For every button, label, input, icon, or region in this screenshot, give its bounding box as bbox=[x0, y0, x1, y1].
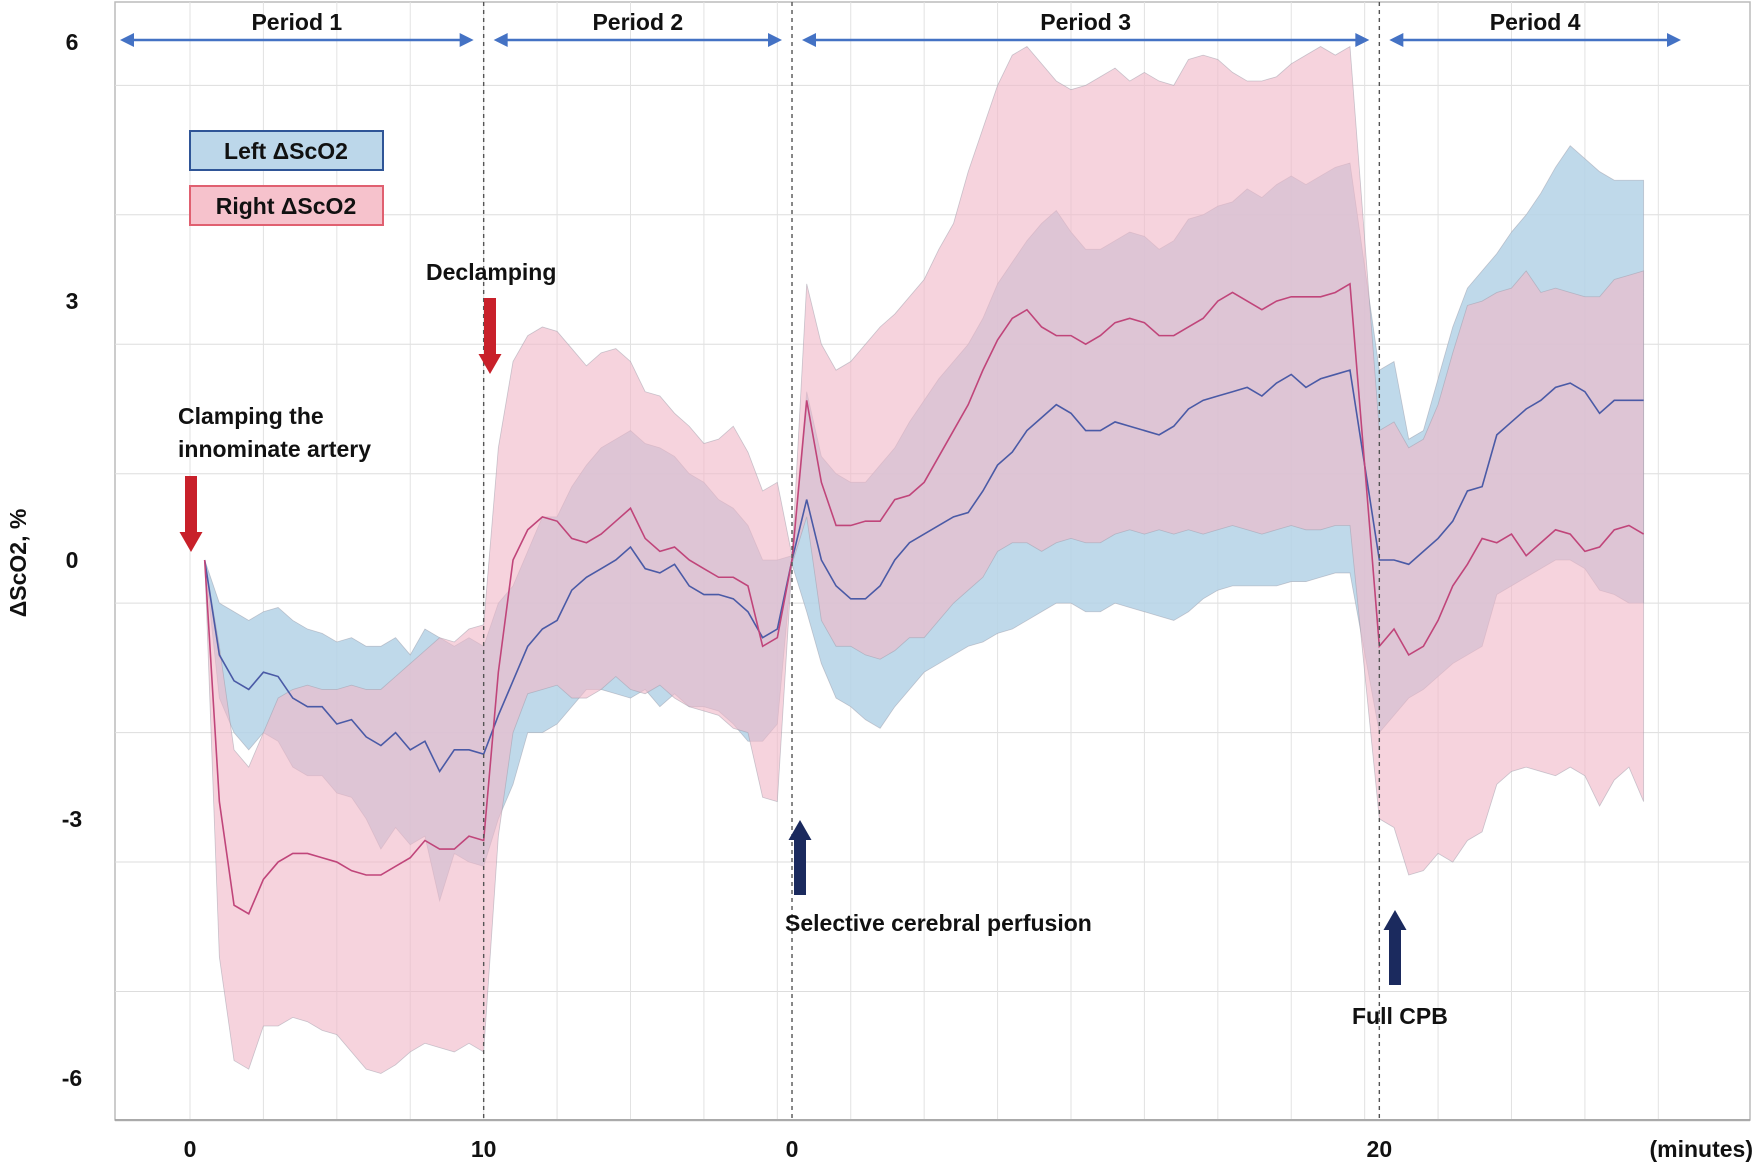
mean-line-left bbox=[203, 369, 1644, 774]
y-tick-label: -6 bbox=[62, 1065, 82, 1091]
period-arrow-head-right bbox=[459, 33, 474, 47]
confidence-bands bbox=[204, 45, 1645, 1074]
event-label: innominate artery bbox=[178, 436, 371, 462]
y-tick-label: 3 bbox=[66, 288, 79, 314]
period-label: Period 1 bbox=[251, 9, 342, 35]
x-tick-labels: 0 10 0 20 bbox=[184, 1136, 1393, 1162]
legend-label-right: Right ΔScO2 bbox=[216, 193, 357, 219]
x-tick-label: 20 bbox=[1367, 1136, 1393, 1162]
period-label: Period 2 bbox=[592, 9, 683, 35]
event-arrow-head bbox=[478, 354, 502, 374]
legend-label-left: Left ΔScO2 bbox=[224, 138, 348, 164]
band-right bbox=[204, 45, 1645, 1074]
y-tick-label: -3 bbox=[62, 806, 82, 832]
period-label: Period 4 bbox=[1490, 9, 1581, 35]
x-tick-label: 0 bbox=[786, 1136, 799, 1162]
period-label: Period 3 bbox=[1040, 9, 1131, 35]
legend-swatch-left bbox=[189, 130, 384, 171]
event-arrow-shaft bbox=[1389, 930, 1401, 985]
period-arrow-head-left bbox=[120, 33, 134, 47]
event-arrow-shaft bbox=[794, 840, 806, 895]
legend-swatch-right bbox=[189, 185, 384, 226]
event-annotation: Full CPB bbox=[1352, 910, 1448, 1029]
period-arrow-head-right bbox=[1667, 33, 1681, 47]
period-arrow-head-left bbox=[1389, 33, 1404, 47]
event-arrow-head bbox=[788, 820, 812, 840]
period-arrow-head-left bbox=[802, 33, 817, 47]
period-dividers bbox=[482, 2, 1381, 1120]
period-arrow: Period 1 bbox=[120, 9, 474, 47]
y-tick-label: 0 bbox=[66, 547, 79, 573]
period-arrow: Period 2 bbox=[493, 9, 783, 47]
period-arrow: Period 3 bbox=[802, 9, 1370, 47]
mean-lines bbox=[203, 282, 1645, 915]
event-annotation: Clamping the innominate artery bbox=[178, 403, 371, 552]
y-tick-label: 6 bbox=[66, 29, 79, 55]
event-arrow-shaft bbox=[185, 476, 197, 532]
x-tick-label: 10 bbox=[471, 1136, 497, 1162]
event-arrow-head bbox=[1383, 910, 1407, 930]
x-unit-label: (minutes) bbox=[1650, 1136, 1754, 1162]
mean-line-right bbox=[203, 282, 1645, 915]
event-annotation: Selective cerebral perfusion bbox=[785, 820, 1092, 936]
event-arrow-shaft bbox=[484, 298, 496, 354]
event-annotations: Clamping the innominate artery Declamping S… bbox=[178, 259, 1448, 1029]
period-arrow-head-right bbox=[768, 33, 783, 47]
event-arrow-head bbox=[179, 532, 203, 552]
y-tick-labels: -6 -3 0 3 6 bbox=[62, 29, 82, 1091]
legend: Left ΔScO2 Right ΔScO2 bbox=[189, 130, 384, 226]
event-label: Full CPB bbox=[1352, 1003, 1448, 1029]
period-arrow: Period 4 bbox=[1389, 9, 1681, 47]
period-arrow-head-left bbox=[493, 33, 508, 47]
period-arrow-head-right bbox=[1355, 33, 1370, 47]
period-arrows: Period 1 Period 2 Period 3 Period 4 bbox=[120, 9, 1681, 47]
event-label: Selective cerebral perfusion bbox=[785, 910, 1092, 936]
event-annotation: Declamping bbox=[426, 259, 556, 374]
y-axis-label: ΔScO2, % bbox=[5, 509, 31, 618]
x-tick-label: 0 bbox=[184, 1136, 197, 1162]
event-label: Clamping the bbox=[178, 403, 324, 429]
event-label: Declamping bbox=[426, 259, 556, 285]
